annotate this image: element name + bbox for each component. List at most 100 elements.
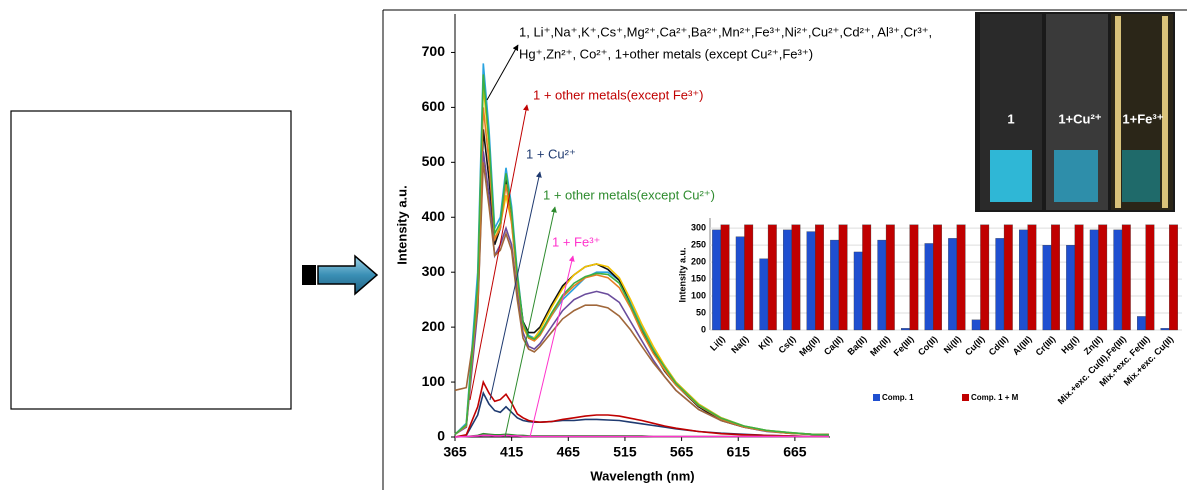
bar — [1003, 224, 1013, 331]
bar — [838, 224, 848, 331]
x-tick-label: Cd(II) — [987, 334, 1010, 357]
x-tick-label: 365 — [443, 444, 467, 460]
photo-label: 1+Fe³⁺ — [1122, 111, 1163, 126]
y-tick-label: 0 — [701, 324, 706, 334]
bar — [1121, 224, 1131, 331]
spectrum-line — [454, 379, 829, 438]
x-tick-label: Na(I) — [729, 334, 750, 355]
bar — [806, 231, 816, 331]
y-tick-label: 200 — [422, 318, 446, 334]
bar — [1074, 224, 1084, 331]
bar — [1160, 328, 1170, 331]
x-tick-label: 415 — [500, 444, 524, 460]
legend-label: Comp. 1 + M — [971, 393, 1019, 402]
bar — [720, 224, 730, 331]
bar — [877, 239, 887, 331]
y-tick-label: 100 — [422, 373, 446, 389]
bar — [901, 328, 910, 331]
bar — [853, 251, 863, 331]
flow-arrow — [302, 254, 379, 296]
bar — [1137, 316, 1146, 331]
annotation: 1, Li⁺,Na⁺,K⁺,Cs⁺,Mg²⁺,Ca²⁺,Ba²⁺,Mn²⁺,Fe… — [519, 24, 932, 39]
x-tick-label: Ni(II) — [942, 334, 963, 355]
legend-swatch — [873, 394, 880, 401]
x-tick-label: K(I) — [756, 334, 774, 352]
inset-photo — [975, 12, 1175, 212]
bar — [735, 236, 745, 331]
bar — [971, 319, 981, 331]
y-tick-label: 600 — [422, 98, 446, 114]
bar — [995, 238, 1005, 331]
bar — [1019, 229, 1028, 331]
bar — [744, 224, 754, 331]
bar — [924, 243, 934, 331]
x-tick-label: Cs(I) — [776, 334, 797, 355]
spectrum-line — [454, 74, 829, 436]
bar — [1089, 229, 1099, 331]
y-axis-title: Intensity a.u. — [677, 247, 687, 302]
x-tick-label: Mn(II) — [868, 334, 892, 358]
x-tick-label: 465 — [557, 444, 581, 460]
blank-box — [10, 110, 292, 410]
bar — [791, 224, 801, 331]
x-tick-label: Hg(I) — [1059, 334, 1081, 356]
annotation: 1 + Cu²⁺ — [526, 146, 576, 161]
annotation-arrow — [529, 255, 575, 438]
y-axis-title: Intensity a.u. — [394, 185, 409, 264]
bar — [980, 224, 990, 331]
bar — [712, 229, 722, 331]
bar — [830, 239, 840, 331]
annotation-arrow — [486, 44, 519, 101]
x-tick-label: Li(I) — [708, 334, 727, 353]
bar — [956, 224, 966, 331]
x-tick-label: Fe(III) — [892, 334, 916, 358]
legend-swatch — [962, 394, 969, 401]
x-axis-title: Wavelength (nm) — [590, 468, 694, 483]
bar — [909, 224, 919, 331]
y-tick-label: 300 — [422, 263, 446, 279]
y-tick-label: 100 — [691, 290, 706, 300]
y-tick-label: 500 — [422, 153, 446, 169]
annotation-arrow — [469, 104, 529, 401]
y-tick-label: 150 — [691, 273, 706, 283]
bar — [885, 224, 895, 331]
y-tick-label: 700 — [422, 43, 446, 59]
x-tick-label: Ca(II) — [822, 334, 845, 357]
x-tick-label: Mg(II) — [797, 334, 821, 358]
bar — [933, 224, 942, 331]
x-tick-label: 665 — [783, 444, 807, 460]
bar — [783, 229, 792, 331]
photo-label: 1+Cu²⁺ — [1058, 111, 1101, 126]
x-tick-label: Al(III) — [1011, 334, 1034, 357]
y-tick-label: 50 — [696, 307, 706, 317]
bar — [767, 224, 777, 331]
bar — [815, 224, 824, 331]
photo-label: 1 — [1007, 111, 1014, 126]
bar — [1169, 224, 1178, 331]
y-tick-label: 0 — [437, 428, 445, 444]
bar — [1027, 224, 1037, 331]
legend-label: Comp. 1 — [882, 393, 914, 402]
x-tick-label: 565 — [670, 444, 694, 460]
x-tick-label: 615 — [727, 444, 751, 460]
x-tick-label: 515 — [613, 444, 637, 460]
bar — [948, 238, 958, 331]
annotation: 1 + other metals(except Cu²⁺) — [543, 187, 715, 202]
bar — [759, 258, 769, 331]
x-tick-label: Ba(II) — [846, 334, 869, 357]
spectrum-line — [454, 162, 829, 436]
bar — [1098, 224, 1108, 331]
bar — [1066, 245, 1076, 331]
y-tick-label: 250 — [691, 240, 706, 250]
annotation: 1 + other metals(except Fe³⁺) — [533, 87, 704, 102]
annotation: 1 + Fe³⁺ — [552, 234, 600, 249]
y-tick-label: 400 — [422, 208, 446, 224]
annotation-arrow — [504, 206, 557, 438]
x-tick-label: Cu(II) — [963, 334, 986, 357]
annotation: Hg⁺,Zn²⁺, Co²⁺, 1+other metals (except C… — [519, 46, 813, 61]
annotation-arrow — [489, 171, 542, 401]
bar — [1113, 229, 1123, 331]
spectrum-line — [454, 434, 829, 438]
bar — [1145, 224, 1155, 331]
